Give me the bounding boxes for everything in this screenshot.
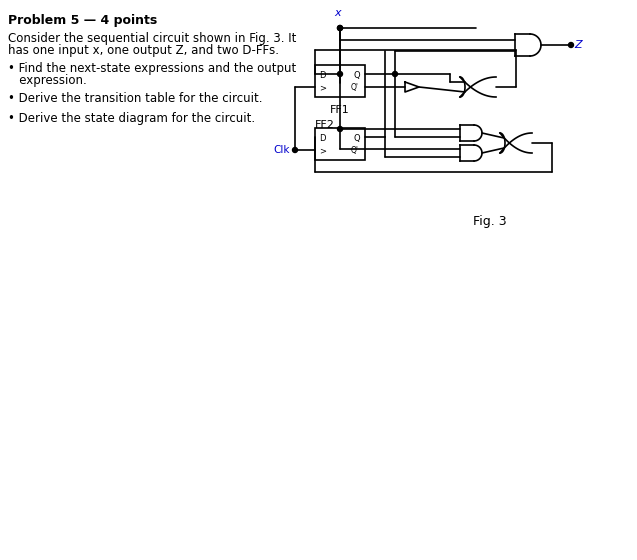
Text: Problem 5 — 4 points: Problem 5 — 4 points xyxy=(8,14,157,27)
Circle shape xyxy=(392,72,397,77)
Text: >: > xyxy=(319,146,326,155)
Circle shape xyxy=(292,147,297,152)
Text: expression.: expression. xyxy=(8,74,87,87)
Text: • Find the next-state expressions and the output: • Find the next-state expressions and th… xyxy=(8,62,296,75)
Text: Fig. 3: Fig. 3 xyxy=(473,215,507,228)
Text: >: > xyxy=(319,83,326,92)
Circle shape xyxy=(338,26,343,30)
Text: x: x xyxy=(334,8,341,18)
Text: • Derive the state diagram for the circuit.: • Derive the state diagram for the circu… xyxy=(8,112,255,125)
Text: D: D xyxy=(319,134,326,143)
Circle shape xyxy=(338,72,343,77)
Text: Q: Q xyxy=(353,71,360,80)
Text: D: D xyxy=(319,71,326,80)
Bar xyxy=(315,65,365,97)
Text: Z: Z xyxy=(574,40,582,50)
Text: Q': Q' xyxy=(351,83,359,92)
Circle shape xyxy=(338,26,343,30)
Text: FF1: FF1 xyxy=(330,105,350,115)
Text: Q: Q xyxy=(353,134,360,143)
Text: Consider the sequential circuit shown in Fig. 3. It: Consider the sequential circuit shown in… xyxy=(8,32,296,45)
Text: has one input x, one output Z, and two D-FFs.: has one input x, one output Z, and two D… xyxy=(8,44,279,57)
Circle shape xyxy=(568,43,573,48)
Circle shape xyxy=(338,127,343,132)
Bar xyxy=(315,128,365,160)
Text: Q': Q' xyxy=(351,146,359,155)
Text: • Derive the transition table for the circuit.: • Derive the transition table for the ci… xyxy=(8,92,262,105)
Text: Clk: Clk xyxy=(273,145,290,155)
Text: FF2: FF2 xyxy=(315,120,335,130)
